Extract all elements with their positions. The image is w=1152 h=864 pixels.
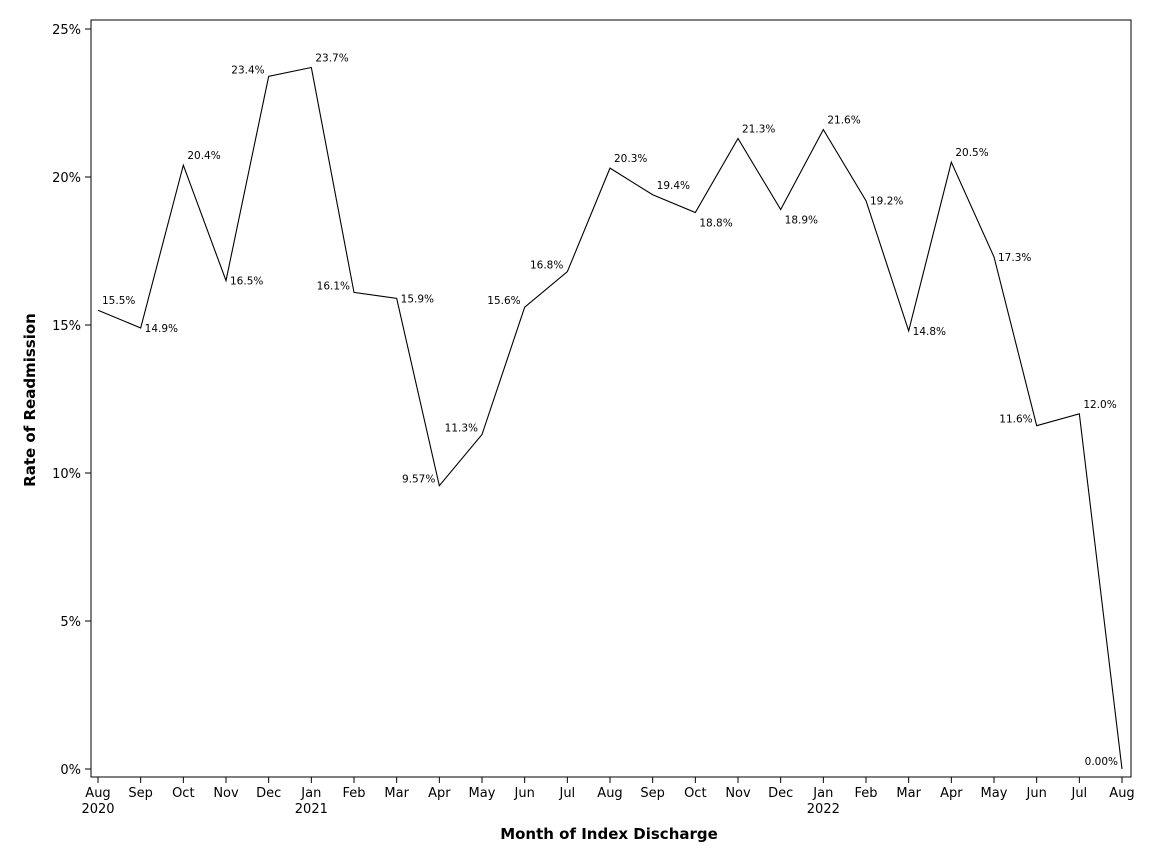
data-label: 15.5%	[102, 295, 135, 307]
data-label: 18.8%	[699, 218, 732, 230]
x-tick-label-month: Jan	[812, 786, 833, 801]
data-label: 9.57%	[402, 474, 435, 486]
data-label: 11.3%	[445, 423, 478, 435]
data-label: 20.4%	[187, 150, 220, 162]
y-axis-title: Rate of Readmission	[21, 313, 39, 487]
y-tick-label: 0%	[60, 763, 81, 778]
data-label: 14.9%	[145, 323, 178, 335]
data-label: 14.8%	[913, 326, 946, 338]
data-label: 15.6%	[487, 295, 520, 307]
x-tick-label-month: May	[981, 786, 1008, 801]
data-label: 21.3%	[742, 124, 775, 136]
x-tick-label-month: Nov	[213, 786, 239, 801]
y-tick-label: 10%	[52, 467, 81, 482]
x-tick-label-month: Sep	[128, 786, 153, 801]
data-label: 20.5%	[955, 147, 988, 159]
data-label: 23.4%	[231, 64, 264, 76]
data-label: 19.4%	[657, 180, 690, 192]
data-labels: 15.5% 14.9% 20.4% 16.5% 23.4% 23.7% 16.1% 15.9%…	[102, 52, 1118, 768]
data-label: 21.6%	[827, 115, 860, 127]
data-label: 0.00%	[1085, 756, 1118, 768]
x-tick-label-month: Mar	[896, 786, 921, 801]
data-label: 23.7%	[315, 52, 348, 64]
x-tick-label-month: Apr	[940, 786, 963, 801]
x-tick-label-year: 2020	[81, 802, 114, 817]
x-tick-label-month: Jan	[300, 786, 321, 801]
data-label: 16.1%	[317, 280, 350, 292]
y-tick-label: 5%	[60, 615, 81, 630]
data-label: 18.9%	[785, 215, 818, 227]
x-tick-label-month: Mar	[384, 786, 409, 801]
x-tick-label-month: Dec	[256, 786, 281, 801]
x-tick-label-month: May	[469, 786, 496, 801]
y-tick-label: 20%	[52, 171, 81, 186]
data-label: 16.5%	[230, 276, 263, 288]
y-axis: 0% 5% 10% 15% 20% 25%	[52, 23, 91, 778]
x-tick-label-month: Dec	[768, 786, 793, 801]
data-label: 11.6%	[999, 414, 1032, 426]
x-tick-label-month: Jul	[558, 786, 575, 801]
x-tick-label-month: Feb	[854, 786, 877, 801]
data-label: 19.2%	[870, 196, 903, 208]
x-tick-label-month: Sep	[640, 786, 665, 801]
x-tick-label-month: Jul	[1070, 786, 1087, 801]
x-tick-label-month: Apr	[428, 786, 451, 801]
x-tick-label-month: Feb	[342, 786, 365, 801]
plot-frame	[90, 19, 1132, 778]
y-tick-label: 15%	[52, 319, 81, 334]
x-tick-label-month: Jun	[1026, 786, 1047, 801]
x-tick-label-month: Aug	[85, 786, 110, 801]
x-tick-label-month: Oct	[172, 786, 194, 801]
x-tick-label-year: 2022	[807, 802, 840, 817]
x-tick-label-year: 2021	[295, 802, 328, 817]
x-tick-label-month: Aug	[1109, 786, 1134, 801]
x-tick-label-month: Nov	[725, 786, 751, 801]
data-label: 16.8%	[530, 260, 563, 272]
x-tick-label-month: Jun	[514, 786, 535, 801]
x-axis-title: Month of Index Discharge	[500, 825, 718, 843]
data-label: 15.9%	[401, 293, 434, 305]
data-label: 12.0%	[1083, 399, 1116, 411]
data-label: 20.3%	[614, 153, 647, 165]
data-label: 17.3%	[998, 252, 1031, 264]
series-readmission-rate	[97, 66, 1123, 770]
y-tick-label: 25%	[52, 23, 81, 38]
x-tick-label-month: Oct	[684, 786, 706, 801]
x-tick-label-month: Aug	[597, 786, 622, 801]
series-line	[97, 66, 1123, 770]
